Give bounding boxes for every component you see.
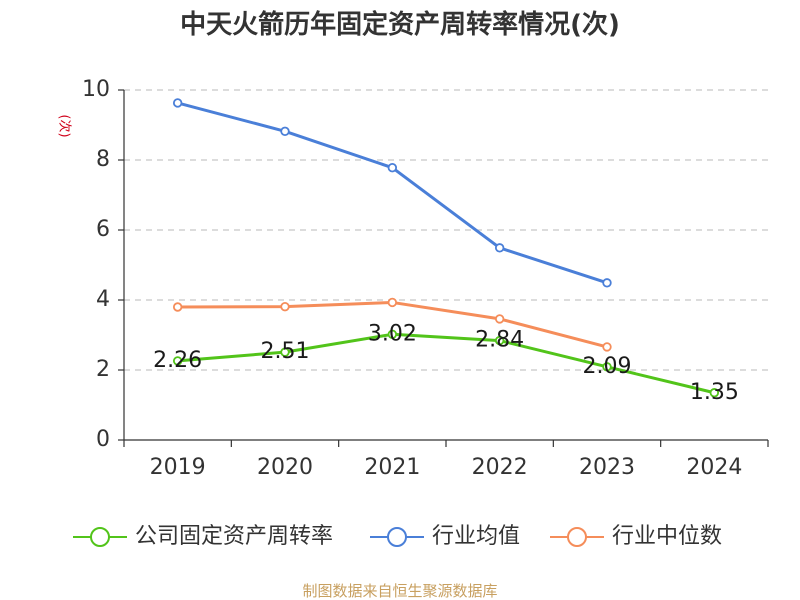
y-tick-label: 10	[82, 77, 110, 102]
series-2	[172, 297, 612, 352]
legend-label: 公司固定资产周转率	[135, 524, 333, 549]
legend-item[interactable]: 行业中位数	[550, 524, 722, 549]
series-0	[172, 329, 720, 398]
legend-item[interactable]: 行业均值	[370, 524, 520, 549]
chart-title: 中天火箭历年固定资产周转率情况(次)	[180, 9, 620, 40]
data-point[interactable]	[387, 162, 398, 173]
data-label: 2.26	[153, 348, 202, 373]
data-point[interactable]	[172, 302, 183, 312]
series-line	[176, 332, 716, 395]
data-point[interactable]	[602, 278, 612, 288]
series-line	[176, 101, 609, 285]
data-point[interactable]	[387, 297, 398, 308]
x-tick-label: 2022	[472, 455, 528, 480]
data-label: 1.35	[690, 380, 739, 405]
grid-layer	[124, 89, 768, 371]
series-1	[172, 98, 612, 288]
legend-label: 行业中位数	[612, 524, 722, 549]
x-tick-label: 2024	[686, 455, 742, 480]
data-point[interactable]	[172, 356, 183, 366]
legend: 公司固定资产周转率 行业均值 行业中位数	[73, 524, 722, 549]
y-tick-label: 4	[96, 287, 110, 312]
legend-marker	[387, 527, 407, 547]
data-point[interactable]	[387, 329, 398, 339]
data-point[interactable]	[602, 342, 612, 352]
data-point[interactable]	[494, 314, 505, 324]
label-layer: 2.26 2.51 3.02 2.84 2.09 1.35	[153, 321, 739, 404]
x-tick-label: 2021	[364, 455, 420, 480]
source-note: 制图数据来自恒生聚源数据库	[302, 582, 497, 600]
y-tick-label: 0	[96, 427, 110, 452]
y-tick-label: 6	[96, 217, 110, 242]
data-label: 3.02	[368, 321, 417, 346]
axis-layer: 0 2 4 6 8 10 2019 2020 2021 2022 2023 2024	[82, 77, 769, 480]
y-tick-label: 8	[96, 147, 110, 172]
data-point[interactable]	[602, 362, 612, 372]
x-tick-label: 2019	[150, 455, 206, 480]
data-point[interactable]	[280, 301, 290, 312]
data-label: 2.09	[583, 354, 632, 379]
y-axis-label: (次)	[57, 114, 73, 137]
data-point[interactable]	[494, 335, 505, 346]
legend-label: 行业均值	[432, 524, 520, 549]
legend-marker	[567, 527, 587, 547]
legend-item[interactable]: 公司固定资产周转率	[73, 524, 333, 549]
data-label: 2.84	[475, 328, 524, 353]
data-point[interactable]	[172, 98, 183, 108]
series-layer	[172, 98, 720, 398]
x-tick-label: 2020	[257, 455, 313, 480]
legend-marker	[90, 527, 110, 547]
data-point[interactable]	[494, 243, 505, 253]
data-point[interactable]	[709, 388, 720, 398]
data-point[interactable]	[280, 126, 290, 136]
x-tick-label: 2023	[579, 455, 635, 480]
data-label: 2.51	[261, 339, 310, 364]
data-point[interactable]	[280, 347, 290, 357]
y-tick-label: 2	[96, 357, 110, 382]
